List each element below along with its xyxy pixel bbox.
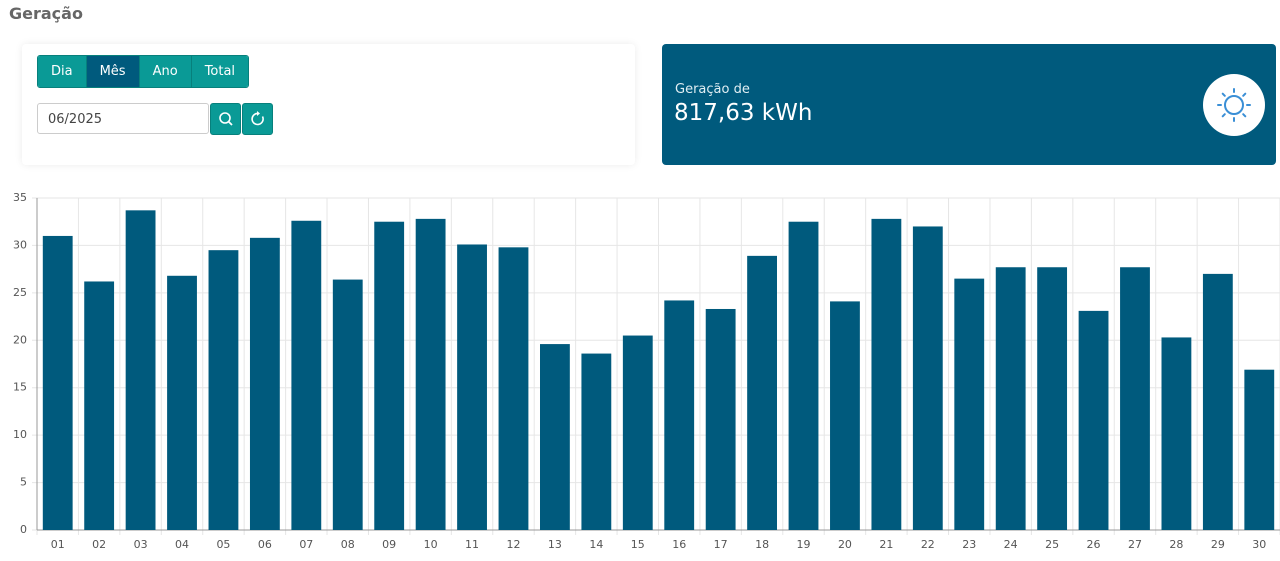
period-tabs: Dia Mês Ano Total [37, 55, 250, 88]
bar [954, 278, 985, 530]
bar [374, 221, 405, 530]
bar [208, 250, 239, 530]
x-tick-label: 02 [92, 538, 106, 551]
x-tick-label: 20 [838, 538, 852, 551]
bar [498, 247, 529, 530]
x-tick-label: 17 [714, 538, 728, 551]
bar [1244, 369, 1275, 530]
x-tick-label: 15 [631, 538, 645, 551]
y-tick-label: 20 [13, 333, 27, 346]
y-tick-label: 25 [13, 286, 27, 299]
x-tick-label: 25 [1045, 538, 1059, 551]
search-button[interactable] [210, 103, 241, 135]
x-tick-label: 11 [465, 538, 479, 551]
x-tick-label: 30 [1252, 538, 1266, 551]
bar [291, 220, 322, 530]
x-tick-label: 14 [589, 538, 603, 551]
period-input[interactable]: 06/2025 [37, 103, 209, 134]
bar [1037, 267, 1068, 530]
y-tick-label: 30 [13, 238, 27, 251]
x-tick-label: 21 [879, 538, 893, 551]
bar [871, 218, 902, 530]
bar [84, 281, 115, 530]
summary-card: Geração de 817,63 kWh [662, 44, 1276, 165]
x-tick-label: 01 [51, 538, 65, 551]
bar [622, 335, 653, 530]
x-tick-label: 12 [506, 538, 520, 551]
x-tick-label: 22 [921, 538, 935, 551]
bar [415, 218, 446, 530]
bar [912, 226, 943, 530]
period-tab[interactable]: Mês [86, 56, 140, 87]
x-tick-label: 04 [175, 538, 189, 551]
bar [249, 237, 280, 530]
bar [1078, 310, 1109, 530]
bar [1120, 267, 1150, 530]
x-tick-label: 10 [424, 538, 438, 551]
bar [42, 235, 73, 530]
period-tab[interactable]: Total [191, 56, 249, 87]
x-tick-label: 26 [1087, 538, 1101, 551]
search-icon [219, 112, 233, 126]
bar [830, 301, 860, 530]
summary-value: 817,63 kWh [674, 100, 813, 126]
bar [1202, 273, 1233, 530]
bar [1161, 337, 1192, 530]
y-tick-label: 35 [13, 191, 27, 204]
x-tick-label: 24 [1004, 538, 1018, 551]
bar [125, 210, 156, 530]
bar [540, 344, 570, 530]
refresh-button[interactable] [242, 103, 273, 135]
y-tick-label: 10 [13, 428, 27, 441]
x-tick-label: 23 [962, 538, 976, 551]
x-tick-label: 27 [1128, 538, 1142, 551]
y-tick-label: 5 [20, 476, 27, 489]
x-tick-label: 03 [134, 538, 148, 551]
bar [581, 353, 612, 530]
x-tick-label: 28 [1169, 538, 1183, 551]
x-tick-label: 08 [341, 538, 355, 551]
bar [332, 279, 363, 530]
bar [995, 267, 1026, 530]
y-tick-label: 15 [13, 381, 27, 394]
period-tab[interactable]: Dia [38, 56, 87, 87]
x-tick-label: 29 [1211, 538, 1225, 551]
sun-icon [1203, 74, 1265, 136]
bar [167, 275, 197, 530]
bar [457, 244, 487, 531]
x-tick-label: 06 [258, 538, 272, 551]
page-title: Geração [9, 4, 83, 23]
bar [664, 300, 695, 530]
x-tick-label: 09 [382, 538, 396, 551]
x-tick-label: 13 [548, 538, 562, 551]
bar [705, 308, 736, 530]
x-tick-label: 05 [216, 538, 230, 551]
refresh-icon [251, 111, 264, 126]
bar [747, 255, 777, 530]
x-tick-label: 16 [672, 538, 686, 551]
x-tick-label: 19 [797, 538, 811, 551]
period-tab[interactable]: Ano [139, 56, 192, 87]
x-tick-label: 07 [299, 538, 313, 551]
bar [788, 221, 819, 530]
summary-label: Geração de [675, 82, 750, 97]
x-tick-label: 18 [755, 538, 769, 551]
y-tick-label: 0 [20, 523, 27, 536]
